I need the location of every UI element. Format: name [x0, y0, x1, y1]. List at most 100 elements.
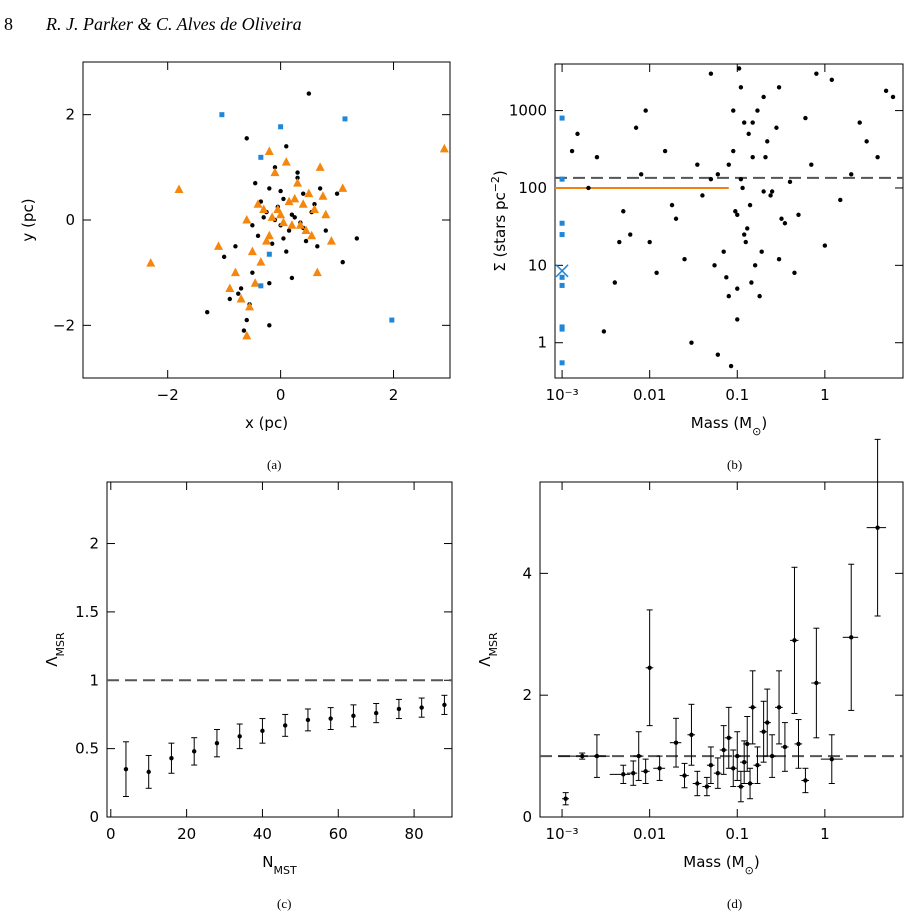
point	[712, 263, 717, 268]
plot-frame	[539, 481, 904, 818]
point	[731, 148, 736, 154]
point	[721, 747, 726, 753]
point	[755, 763, 760, 768]
x-tick-label: 0	[276, 386, 286, 404]
point	[286, 228, 292, 233]
point	[233, 244, 238, 249]
point	[631, 770, 636, 776]
point	[236, 294, 246, 303]
point	[735, 212, 740, 217]
point	[638, 172, 644, 177]
point	[306, 91, 312, 96]
point	[281, 236, 286, 241]
point	[272, 165, 278, 170]
point	[318, 191, 328, 200]
point	[695, 162, 700, 167]
point	[307, 230, 317, 240]
point	[721, 249, 726, 254]
point	[782, 744, 788, 750]
point	[628, 232, 633, 237]
point	[247, 246, 257, 256]
point	[740, 185, 745, 191]
point	[792, 270, 797, 276]
point	[278, 124, 284, 130]
point	[245, 301, 255, 311]
point	[759, 249, 764, 254]
x-axis-label-part: )	[761, 414, 767, 432]
x-tick-label: −2	[157, 386, 179, 404]
point	[782, 221, 788, 226]
point	[733, 209, 738, 214]
point	[809, 162, 814, 167]
point	[787, 179, 793, 185]
point	[776, 705, 782, 710]
plot-frame	[106, 481, 453, 818]
point	[708, 763, 714, 768]
caption: (d)	[727, 896, 742, 911]
x-axis-label: x (pc)	[245, 414, 288, 432]
point	[559, 176, 565, 182]
point	[281, 157, 291, 166]
y-axis-label: ΛMSR	[43, 632, 67, 667]
point	[726, 293, 731, 299]
point	[321, 209, 331, 219]
point	[323, 228, 328, 233]
point	[281, 196, 286, 202]
point	[857, 120, 862, 125]
point	[270, 167, 280, 177]
point	[796, 741, 801, 747]
point	[259, 204, 269, 213]
caption: (c)	[277, 896, 291, 911]
x-tick-label: 80	[405, 825, 424, 843]
point	[315, 244, 320, 249]
point	[250, 270, 255, 275]
point	[266, 251, 272, 257]
point	[269, 241, 275, 246]
x-axis-label-part: Mass (M	[691, 414, 752, 432]
point	[803, 778, 808, 783]
point	[724, 275, 729, 280]
point	[219, 112, 225, 118]
point	[301, 191, 306, 196]
page-number: 8	[4, 14, 13, 34]
y-tick-label: 0	[65, 211, 75, 229]
point	[643, 769, 648, 774]
point	[792, 638, 797, 643]
point	[442, 702, 447, 708]
x-tick-label: 0.01	[633, 825, 666, 843]
point	[883, 88, 889, 94]
x-axis-label: Mass (M⊙)	[683, 853, 759, 877]
point	[295, 220, 305, 229]
y-axis-label-part: )	[491, 170, 509, 176]
point	[256, 257, 266, 266]
point	[569, 148, 575, 154]
point	[738, 176, 744, 182]
point	[559, 282, 565, 288]
point	[617, 239, 622, 245]
point	[726, 735, 731, 741]
point	[761, 729, 766, 734]
point	[769, 189, 775, 194]
point	[594, 753, 600, 759]
point	[741, 759, 747, 765]
y-axis-label-part: −2	[489, 176, 502, 192]
x-tick-label: 0.1	[725, 386, 749, 404]
point	[803, 115, 808, 121]
point	[735, 753, 740, 759]
point	[146, 258, 156, 267]
point	[253, 199, 263, 208]
point	[829, 77, 834, 82]
point	[273, 204, 283, 213]
point	[289, 212, 295, 217]
point	[559, 360, 565, 366]
point	[643, 108, 648, 113]
point	[586, 185, 591, 191]
point	[612, 280, 618, 285]
point	[647, 239, 652, 245]
point	[621, 209, 626, 214]
point	[875, 154, 880, 160]
point	[735, 317, 740, 322]
y-tick-label: 1	[537, 334, 547, 352]
point	[669, 202, 675, 208]
plot: 0 20 40 60 80 0 0.5 1 1.5 2	[75, 481, 453, 843]
